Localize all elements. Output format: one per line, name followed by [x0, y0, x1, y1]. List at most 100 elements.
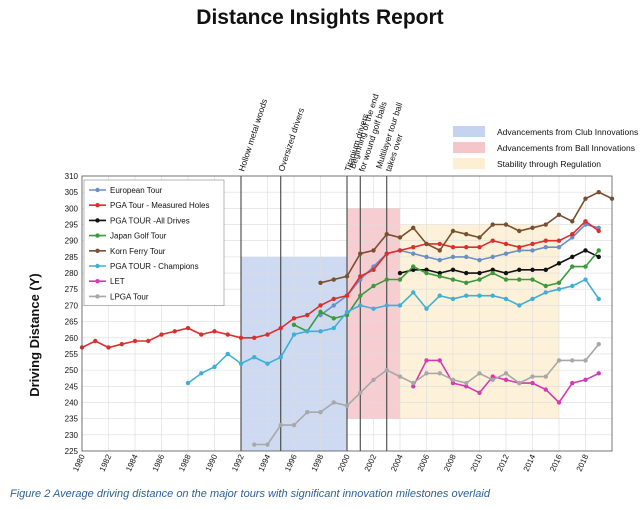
- series-point-1: [358, 274, 363, 279]
- series-point-0: [331, 303, 336, 308]
- series-point-7: [477, 371, 482, 376]
- series-line-1: [81, 220, 600, 349]
- series-point-2: [543, 267, 548, 273]
- series-point-6: [583, 377, 588, 383]
- series-point-1: [331, 296, 336, 302]
- series-point-1: [225, 332, 230, 337]
- series-point-7: [384, 367, 389, 373]
- legend-label-4: Korn Ferry Tour: [110, 247, 166, 256]
- series-point-3: [331, 316, 336, 321]
- figure-caption: Figure 2 Average driving distance on the…: [10, 488, 490, 500]
- series-point-2: [517, 267, 522, 273]
- series-point-4: [411, 225, 416, 230]
- y-tick-label: 245: [65, 382, 79, 391]
- series-point-5: [477, 293, 482, 298]
- series-point-3: [517, 277, 522, 282]
- series-point-6: [411, 384, 416, 389]
- series-point-4: [490, 222, 495, 227]
- series-point-6: [570, 380, 575, 386]
- report-title: Distance Insights Report: [196, 6, 444, 29]
- series-point-5: [503, 296, 509, 302]
- series-point-1: [146, 338, 151, 344]
- series-point-7: [318, 409, 323, 415]
- region-legend-label-1: Advancements from Ball Innovations: [497, 143, 635, 153]
- series-point-4: [331, 277, 336, 282]
- series-point-4: [384, 232, 389, 237]
- legend-swatch-point-5: [95, 263, 100, 269]
- series-point-4: [596, 189, 601, 195]
- series-point-7: [344, 403, 350, 408]
- legend-box: [83, 179, 225, 306]
- series-point-1: [159, 332, 164, 337]
- series-point-2: [464, 270, 469, 276]
- series-point-4: [583, 196, 588, 201]
- series-point-5: [331, 325, 336, 331]
- series-point-6: [503, 377, 509, 383]
- series-point-4: [371, 248, 376, 253]
- series-point-1: [583, 219, 588, 224]
- y-tick-label: 285: [65, 253, 79, 262]
- data-series: [79, 189, 615, 447]
- series-point-7: [583, 358, 588, 363]
- series-point-2: [503, 270, 509, 276]
- series-point-1: [278, 325, 283, 331]
- series-point-1: [119, 342, 124, 347]
- series-point-5: [358, 303, 363, 308]
- legend-label-0: European Tour: [110, 186, 163, 195]
- series-point-2: [477, 270, 482, 276]
- series-point-5: [397, 303, 403, 308]
- series-point-4: [397, 235, 403, 240]
- y-tick-label: 280: [65, 269, 79, 278]
- x-tick-label: 2010: [469, 453, 485, 473]
- series-point-1: [530, 241, 535, 247]
- series-point-5: [318, 329, 323, 334]
- series-point-3: [424, 270, 429, 276]
- driving-distance-chart: Hollow metal woods Oversized drivers Titan…: [27, 92, 638, 473]
- series-point-1: [397, 248, 403, 253]
- series-point-3: [384, 277, 389, 282]
- series-point-5: [252, 354, 257, 360]
- x-tick-label: 2008: [442, 453, 458, 473]
- series-point-5: [371, 306, 376, 311]
- series-point-6: [464, 384, 469, 389]
- series-point-3: [596, 248, 601, 253]
- y-tick-label: 275: [65, 285, 79, 294]
- y-tick-label: 240: [65, 398, 79, 407]
- series-point-4: [477, 235, 482, 240]
- series-point-3: [411, 264, 416, 269]
- series-point-3: [556, 280, 562, 285]
- milestone-label-0: Hollow metal woods: [236, 98, 269, 173]
- series-point-1: [503, 241, 509, 247]
- y-tick-label: 295: [65, 221, 79, 230]
- series-point-1: [556, 238, 562, 243]
- y-tick-label: 225: [65, 447, 79, 456]
- series-point-3: [503, 277, 509, 282]
- series-point-1: [384, 251, 389, 256]
- series-point-1: [596, 228, 601, 234]
- series-point-5: [490, 293, 495, 298]
- series-point-4: [517, 228, 522, 234]
- series-point-3: [397, 277, 403, 282]
- series-point-7: [503, 371, 509, 376]
- y-tick-label: 270: [65, 301, 79, 310]
- series-point-0: [503, 251, 509, 256]
- series-point-1: [477, 244, 482, 250]
- series-point-5: [199, 371, 204, 376]
- series-point-2: [397, 270, 403, 276]
- region-legend-label-2: Stability through Regulation: [497, 159, 601, 169]
- series-point-7: [556, 358, 562, 363]
- series-point-3: [543, 283, 548, 289]
- series-line-2: [399, 249, 600, 274]
- x-tick-label: 1984: [124, 453, 140, 473]
- series-point-1: [185, 325, 191, 331]
- y-tick-label: 260: [65, 334, 79, 343]
- region-legend: Advancements from Club Innovations Advanc…: [453, 126, 638, 169]
- legend-swatch-point-0: [95, 187, 100, 193]
- series-point-4: [450, 228, 456, 234]
- series-point-1: [318, 303, 323, 308]
- series-point-0: [530, 248, 535, 253]
- series-point-5: [543, 290, 548, 295]
- series-point-6: [477, 390, 482, 395]
- series-point-7: [464, 380, 469, 386]
- series-point-5: [225, 351, 230, 357]
